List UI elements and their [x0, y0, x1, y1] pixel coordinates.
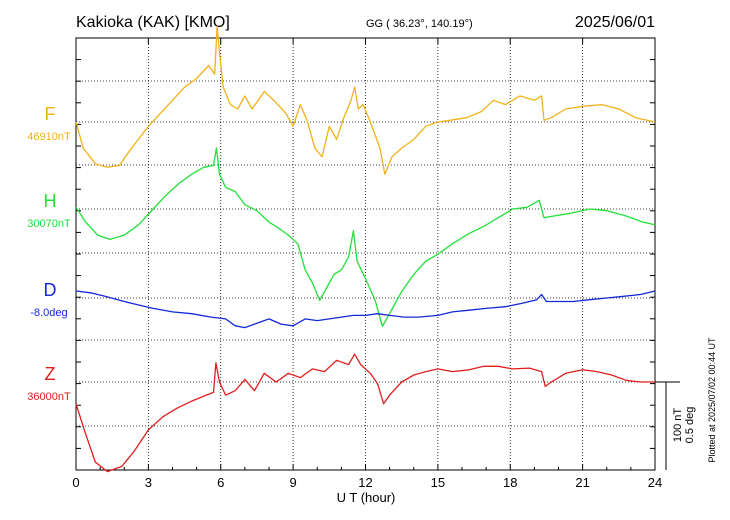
x-tick-label: 6: [217, 475, 224, 490]
plotted-timestamp: Plotted at 2025/07/02 00:44 UT: [707, 337, 717, 463]
x-tick-label: 18: [503, 475, 517, 490]
x-tick-label: 9: [290, 475, 297, 490]
series-baseline-F: 46910nT: [27, 131, 71, 143]
scale-bar: 100 nT 0.5 deg: [655, 381, 696, 470]
series-name-H: H: [44, 191, 57, 211]
x-tick-label: 12: [358, 475, 372, 490]
series-baseline-H: 30070nT: [27, 218, 71, 230]
scale-bar-deg-label: 0.5 deg: [684, 407, 696, 444]
series-name-D: D: [44, 280, 57, 300]
station-coordinates: GG ( 36.23°, 140.19°): [366, 18, 473, 30]
station-title: Kakioka (KAK) [KMO]: [76, 14, 230, 31]
x-tick-label: 21: [575, 475, 589, 490]
series-line-Z: [75, 353, 655, 473]
series-line-H: [75, 147, 656, 328]
x-tick-label: 24: [648, 475, 662, 490]
scale-bar-nt-label: 100 nT: [672, 408, 684, 443]
series-baseline-D: -8.0deg: [30, 307, 67, 319]
series-labels: F 46910nT H 30070nT D -8.0deg Z 36000nT: [27, 104, 71, 403]
series-baseline-Z: 36000nT: [27, 391, 71, 403]
chart-date: 2025/06/01: [575, 14, 655, 31]
x-axis-label: U T (hour): [337, 490, 396, 505]
series-lines: [75, 25, 656, 473]
series-name-Z: Z: [45, 364, 56, 384]
x-tick-labels: 0 3 6 9 12 15 18 21 24: [72, 475, 662, 490]
series-line-D: [75, 290, 656, 329]
series-line-F: [75, 25, 656, 175]
x-tick-label: 3: [145, 475, 152, 490]
plot-frame: [75, 37, 656, 471]
grid: [75, 38, 656, 470]
series-name-F: F: [45, 104, 56, 124]
x-tick-label: 0: [72, 475, 79, 490]
x-tick-label: 15: [431, 475, 445, 490]
